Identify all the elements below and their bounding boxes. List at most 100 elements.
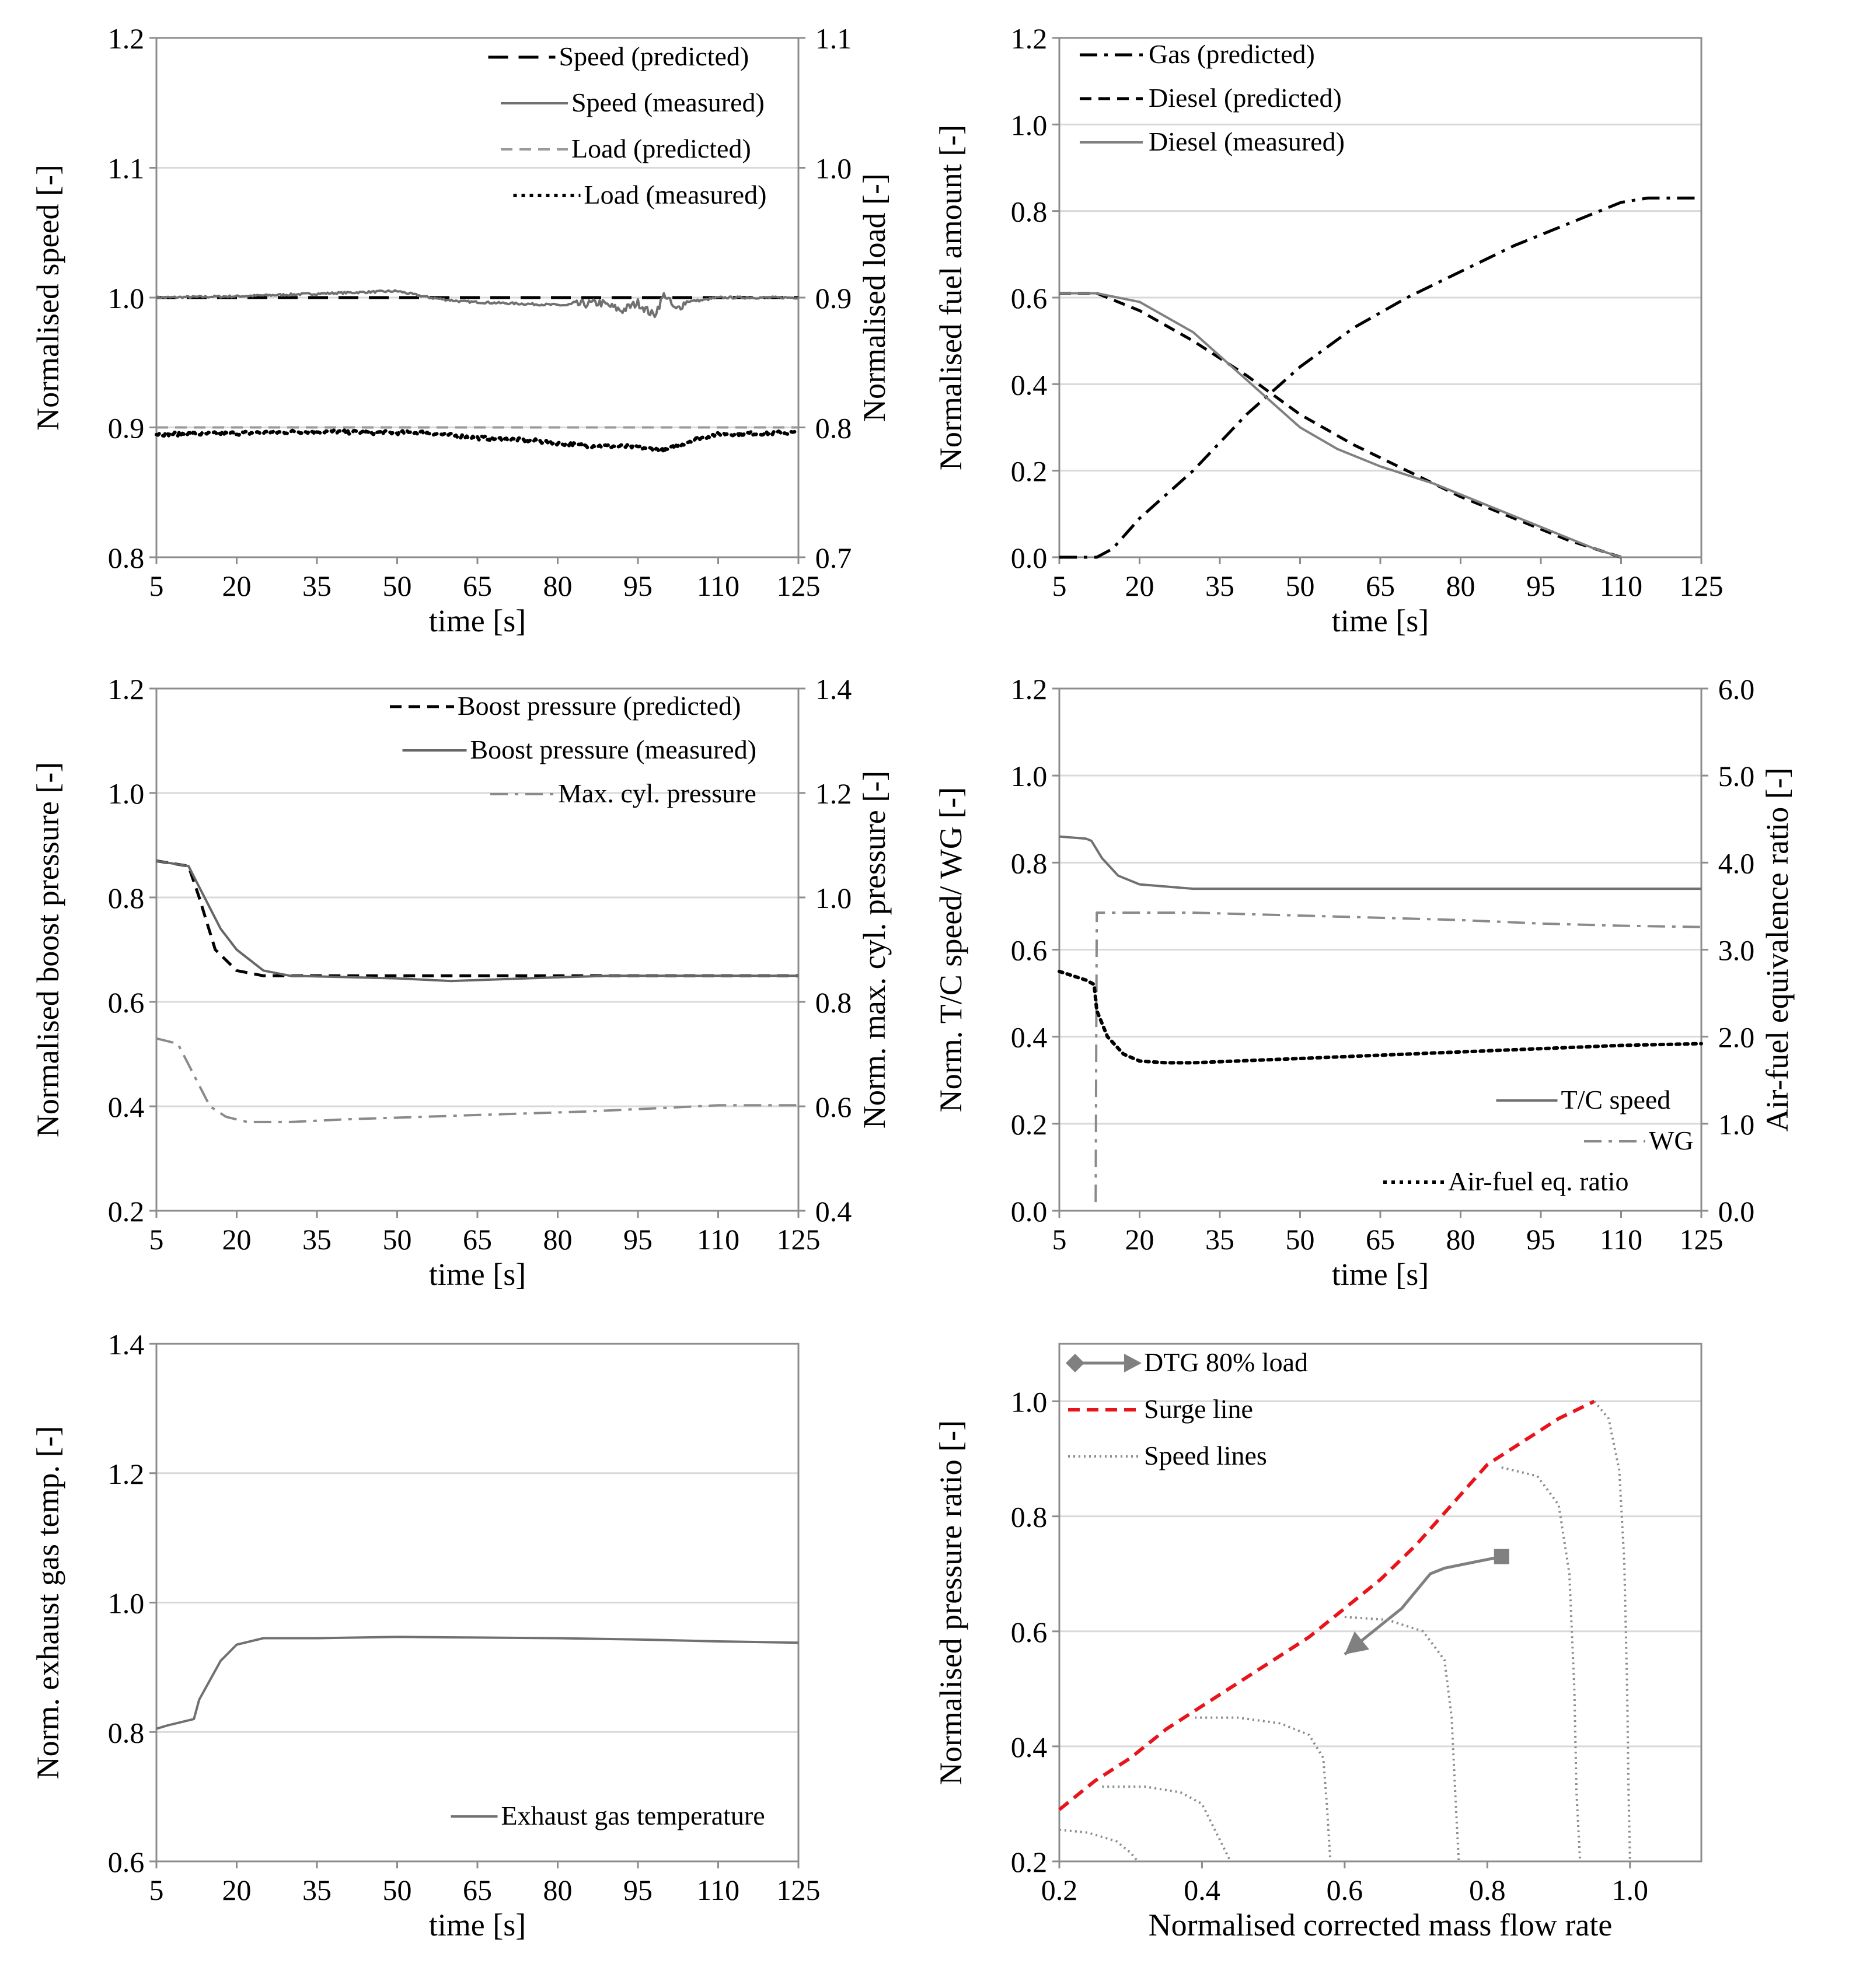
y2-axis-label: Norm. max. cyl. pressure [-] [857,771,892,1128]
series-line [1344,1616,1460,1862]
series-line [1059,196,1701,559]
x-tick-label: 1.0 [1612,1874,1649,1906]
series-line [1058,1399,1596,1811]
x-tick-label: 20 [222,1223,252,1256]
chart-boost: 5 20 35 50 65 80 95 110 125 0.2 0.4 0.6 0.8 1.0 1.2 0.4… [30,673,892,1292]
y-tick-label: 0.6 [1011,1616,1048,1648]
legend-label: Boost pressure (measured) [470,735,757,764]
x-tick-label: 20 [222,1874,252,1906]
x-tick-label: 80 [1446,570,1475,602]
y-axis-label: Normalised boost pressure [-] [30,762,65,1137]
x-tick-label: 35 [302,570,332,602]
x-axis-label: time [s] [429,603,526,638]
x-tick-label: 20 [1125,570,1154,602]
y-tick-label: 1.4 [108,1328,145,1361]
y-tick-label: 0.0 [1011,1195,1048,1228]
x-tick-label: 110 [697,1874,739,1906]
x-tick-label: 20 [222,570,252,602]
y-tick-label: 0.4 [1011,1731,1048,1763]
y-axis-label: Norm. T/C speed/ WG [-] [933,787,968,1112]
x-axis-label: time [s] [1332,603,1429,638]
y-tick-label: 0.2 [1011,1846,1048,1878]
y-tick-label: 1.2 [108,1458,145,1490]
y-tick-label: 1.0 [1011,109,1048,141]
y-tick-label: 1.2 [108,22,145,55]
y-tick-label: 0.6 [1011,282,1048,315]
chart-fuel: 5 20 35 50 65 80 95 110 125 0.0 0.2 0.4 0.6 0.8 1.0 1.2… [933,22,1724,638]
y-tick-label: 1.0 [108,777,145,810]
y2-tick-label: 2.0 [1718,1021,1755,1054]
y2-tick-label: 0.6 [815,1091,852,1123]
x-tick-label: 80 [543,1874,573,1906]
y-tick-label: 1.2 [1011,22,1048,55]
y-tick-label: 0.8 [108,882,145,914]
legend-label: Speed lines [1144,1441,1267,1470]
y2-tick-label: 3.0 [1718,934,1755,967]
y-axis-label: Normalised fuel amount [-] [933,125,968,470]
y-tick-label: 0.9 [108,412,145,445]
y2-tick-label: 1.4 [815,673,852,705]
y2-tick-label: 0.9 [815,282,852,315]
y2-tick-label: 1.0 [1718,1108,1755,1141]
x-tick-label: 95 [623,570,653,602]
x-axis-label: time [s] [429,1907,526,1942]
x-tick-label: 65 [1366,570,1395,602]
x-axis-label: time [s] [1332,1257,1429,1292]
x-tick-label: 95 [623,1223,653,1256]
y2-tick-label: 1.0 [815,882,852,914]
x-tick-label: 35 [302,1874,332,1906]
y2-tick-label: 0.7 [815,541,852,574]
chart-exhaust_temp: 5 20 35 50 65 80 95 110 125 0.6 0.8 1.0 1.2 1.4 time [… [30,1328,821,1942]
series-line [1195,1716,1332,1862]
plot-frame [155,687,800,1212]
legend-label: Diesel (predicted) [1149,83,1342,113]
x-tick-label: 0.4 [1184,1874,1220,1906]
x-tick-label: 110 [1600,1223,1642,1256]
legend-label: T/C speed [1561,1085,1671,1114]
y-axis-label: Norm. exhaust gas temp. [-] [30,1426,65,1780]
series-line [155,289,799,319]
x-tick-label: 50 [383,570,412,602]
y-tick-label: 1.2 [108,673,145,705]
x-tick-label: 35 [302,1223,332,1256]
y-tick-label: 0.0 [1011,541,1048,574]
series-arrowhead [1344,1631,1370,1655]
legend-label: Surge line [1144,1394,1253,1424]
legend-label: Speed (predicted) [559,41,749,71]
x-tick-label: 5 [1052,570,1067,602]
x-tick-label: 0.6 [1327,1874,1363,1906]
legend-label: Max. cyl. pressure [558,778,756,808]
legend-label: Exhaust gas temperature [501,1801,765,1830]
y-tick-label: 0.6 [108,986,145,1019]
y-tick-label: 0.2 [108,1195,145,1228]
y-tick-label: 0.2 [1011,455,1048,488]
x-tick-label: 80 [1446,1223,1475,1256]
x-tick-label: 5 [1052,1223,1067,1256]
y-tick-label: 1.0 [108,282,145,315]
x-tick-label: 35 [1205,1223,1234,1256]
legend-label: Speed (measured) [571,88,765,117]
chart-compressor_map: 0.2 0.4 0.6 0.8 1.00.20.40.60.81.0Normalised… [933,1343,1703,1942]
chart-tc_wg_afr: 5 20 35 50 65 80 95 110 1250.00.20.40.60.81.01.2… [933,673,1795,1292]
y-tick-label: 1.0 [108,1587,145,1620]
x-tick-label: 110 [697,1223,739,1256]
legend-label: Load (predicted) [571,134,751,163]
series-line [156,860,798,983]
x-tick-label: 95 [1526,1223,1555,1256]
y-tick-label: 0.4 [108,1091,145,1123]
series-line [1094,911,1702,1203]
x-tick-label: 95 [623,1874,653,1906]
series-line [1501,1466,1582,1862]
y-axis-label: Normalised pressure ratio [-] [933,1420,968,1785]
plot-frame [1058,1343,1703,1863]
x-tick-label: 0.2 [1041,1874,1078,1906]
legend-label: Air-fuel eq. ratio [1448,1166,1628,1196]
y-tick-label: 1.2 [1011,673,1048,705]
y-tick-label: 0.4 [1011,1021,1048,1054]
y-tick-label: 1.0 [1011,1386,1048,1418]
x-tick-label: 125 [777,1223,821,1256]
y-tick-label: 0.8 [1011,1501,1048,1533]
y2-tick-label: 0.4 [815,1195,852,1228]
series-start-marker [1494,1549,1509,1564]
